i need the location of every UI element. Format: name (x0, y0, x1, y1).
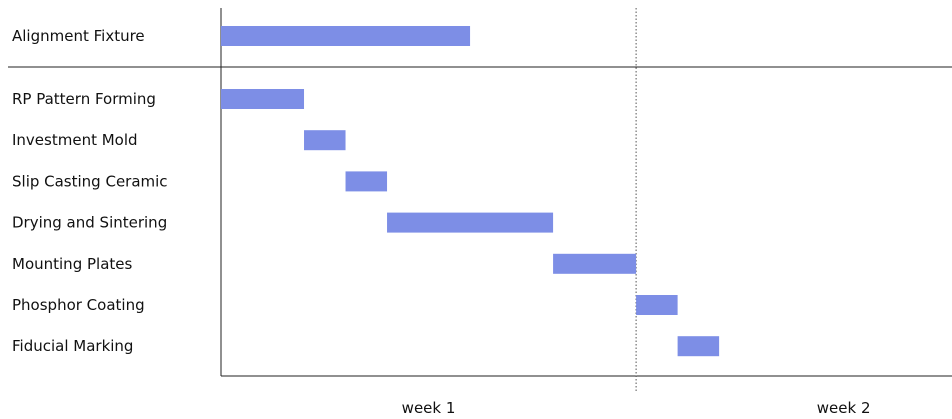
task-label: Slip Casting Ceramic (12, 172, 168, 190)
task-label: Drying and Sintering (12, 214, 167, 232)
task-labels: Alignment Fixture RP Pattern Forming Inves… (12, 27, 168, 355)
x-tick-label: week 2 (817, 399, 871, 417)
bars-layer (221, 26, 720, 357)
task-bar (304, 130, 346, 151)
task-bar (221, 89, 305, 109)
summary-bar (221, 26, 471, 46)
task-bar (677, 336, 720, 357)
task-label: Mounting Plates (12, 255, 132, 273)
task-label: Fiducial Marking (12, 337, 133, 355)
task-bar (387, 212, 554, 233)
task-bar (636, 295, 678, 315)
task-label: Investment Mold (12, 131, 138, 149)
task-label: RP Pattern Forming (12, 90, 156, 108)
task-label: Phosphor Coating (12, 296, 145, 314)
x-tick-label: week 1 (402, 399, 456, 417)
x-tick-labels: week 1 week 2 (402, 399, 871, 417)
task-bar (345, 171, 388, 192)
task-bar (553, 253, 637, 274)
summary-label: Alignment Fixture (12, 27, 145, 45)
